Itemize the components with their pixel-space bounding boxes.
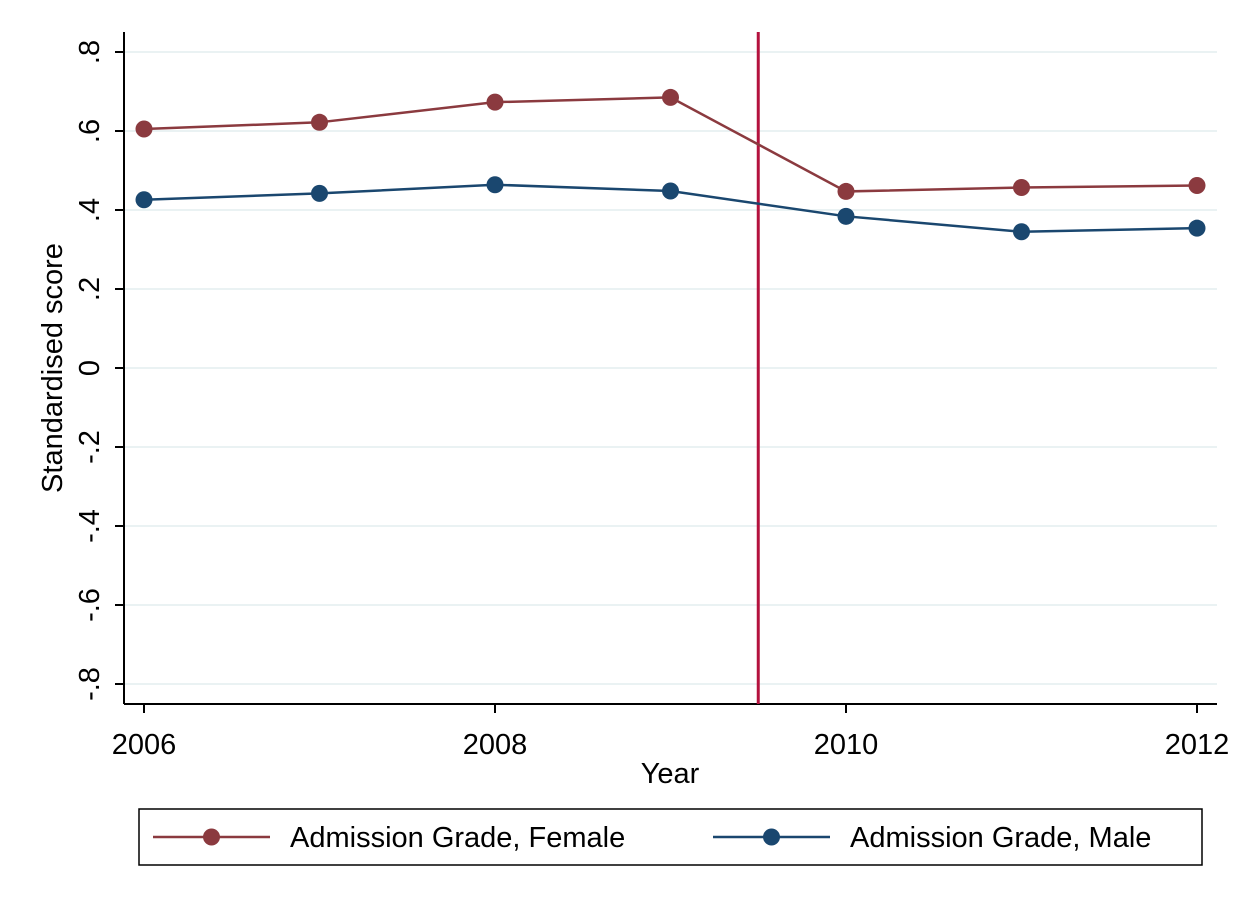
series-male — [135, 176, 1206, 241]
x-tick-label: 2012 — [1165, 729, 1230, 761]
series-female — [135, 88, 1206, 200]
data-point — [837, 207, 855, 225]
series-line — [143, 96, 1198, 193]
data-point — [486, 93, 504, 111]
x-tick-label: 2006 — [112, 729, 177, 761]
data-point — [662, 182, 679, 200]
y-tick-label: -.4 — [74, 509, 106, 543]
y-axis-title: Standardised score — [37, 243, 69, 493]
x-axis-title: Year — [641, 758, 700, 790]
legend-label: Admission Grade, Female — [290, 822, 625, 854]
data-point — [486, 176, 504, 194]
data-point — [1188, 177, 1206, 195]
legend-item: Admission Grade, Female — [153, 822, 625, 854]
y-tick-label: .8 — [74, 40, 106, 64]
data-point — [1013, 178, 1030, 196]
data-point — [1188, 219, 1206, 237]
data-point — [311, 113, 328, 131]
y-tick-label: 0 — [74, 360, 106, 376]
legend-marker — [203, 828, 220, 846]
y-tick-label: -.8 — [74, 667, 106, 701]
gridlines — [124, 51, 1217, 685]
data-point — [135, 120, 153, 138]
y-tick-label: -.2 — [74, 430, 106, 464]
legend-box — [138, 808, 1203, 866]
data-point — [837, 182, 855, 200]
legend-label: Admission Grade, Male — [850, 822, 1151, 854]
legend: Admission Grade, Female Admission Grade, … — [138, 808, 1203, 866]
y-axis-ticks: -.8 -.6 -.4 -.2 0 .2 .4 .6 .8 — [74, 40, 124, 701]
y-tick-label: .2 — [74, 277, 106, 301]
x-axis-ticks: 2006 2008 2010 2012 — [112, 704, 1230, 761]
x-tick-label: 2010 — [814, 729, 879, 761]
y-tick-label: -.6 — [74, 588, 106, 622]
data-point — [662, 88, 679, 106]
data-point — [135, 191, 153, 209]
legend-item: Admission Grade, Male — [713, 822, 1151, 854]
data-point — [1013, 223, 1030, 241]
legend-marker — [763, 828, 780, 846]
y-tick-label: .4 — [74, 198, 106, 222]
x-tick-label: 2008 — [463, 729, 528, 761]
series — [135, 88, 1206, 241]
data-point — [311, 184, 328, 202]
y-tick-label: .6 — [74, 119, 106, 143]
